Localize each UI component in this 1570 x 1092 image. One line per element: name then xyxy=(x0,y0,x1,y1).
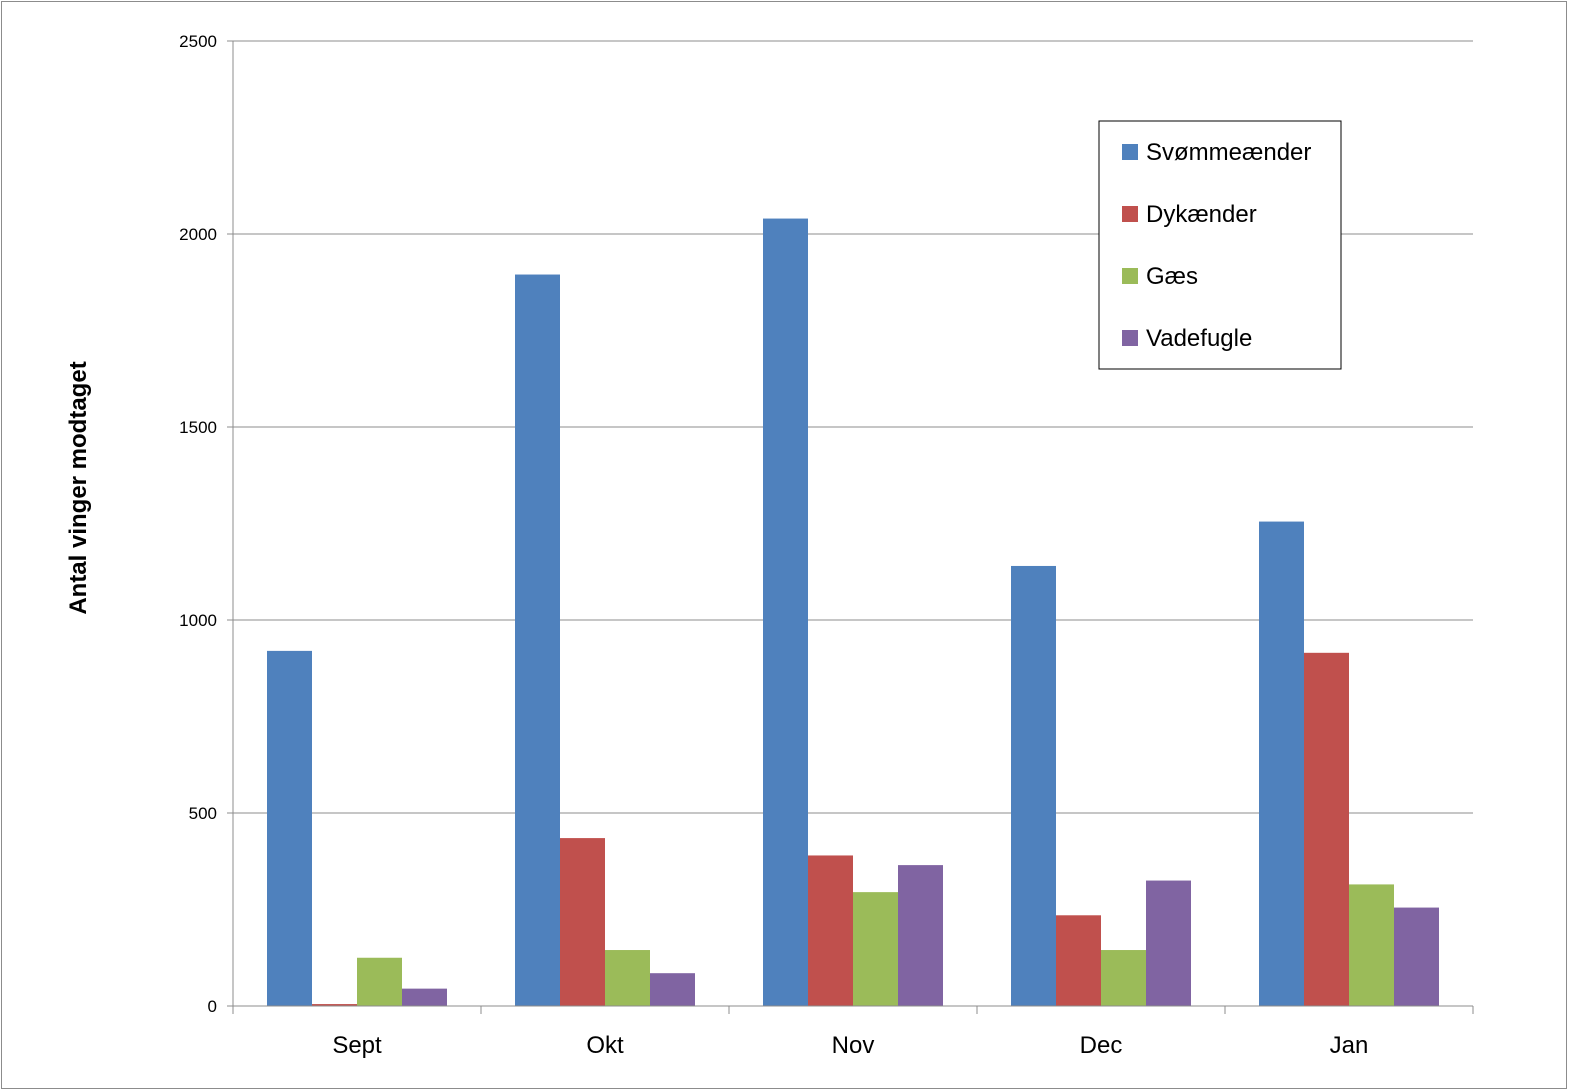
y-tick-label: 2000 xyxy=(179,225,217,244)
bar-vadefugle-jan xyxy=(1394,907,1439,1006)
y-tick-label: 2500 xyxy=(179,32,217,51)
x-category-label: Sept xyxy=(332,1032,382,1059)
x-category-labels: Sept Okt Nov Dec Jan xyxy=(332,1032,1368,1059)
y-tick-label: 1000 xyxy=(179,611,217,630)
bar-svømmeænder-nov xyxy=(763,218,808,1006)
x-category-label: Jan xyxy=(1330,1032,1369,1059)
y-axis-label: Antal vinger modtaget xyxy=(65,361,92,614)
bar-gæs-nov xyxy=(853,892,898,1006)
bar-dykænder-nov xyxy=(808,855,853,1006)
x-category-label: Nov xyxy=(832,1032,875,1059)
bars xyxy=(267,218,1439,1006)
legend-swatch xyxy=(1122,330,1138,346)
x-category-label: Dec xyxy=(1080,1032,1123,1059)
x-category-label: Okt xyxy=(586,1032,624,1059)
bar-dykænder-jan xyxy=(1304,652,1349,1006)
bar-vadefugle-nov xyxy=(898,865,943,1006)
bar-svømmeænder-dec xyxy=(1011,565,1056,1006)
legend-swatch xyxy=(1122,144,1138,160)
y-tick-label: 500 xyxy=(189,804,217,823)
bar-svømmeænder-okt xyxy=(515,274,560,1006)
bar-gæs-okt xyxy=(605,950,650,1006)
bar-gæs-jan xyxy=(1349,884,1394,1006)
bar-vadefugle-dec xyxy=(1146,880,1191,1006)
legend-swatch xyxy=(1122,206,1138,222)
bar-gæs-dec xyxy=(1101,950,1146,1006)
legend-entry: Vadefugle xyxy=(1146,325,1252,352)
bar-gæs-sept xyxy=(357,957,402,1006)
legend-entry: Gæs xyxy=(1146,263,1198,290)
bar-dykænder-sept xyxy=(312,1004,357,1006)
axes xyxy=(232,41,1474,1014)
y-tick-label: 0 xyxy=(208,997,217,1016)
bar-vadefugle-sept xyxy=(402,988,447,1006)
y-tick-labels: 0 500 1000 1500 2000 2500 xyxy=(179,32,217,1016)
legend-swatch xyxy=(1122,268,1138,284)
legend-entry: Svømmeænder xyxy=(1146,139,1311,166)
bar-dykænder-dec xyxy=(1056,915,1101,1006)
bar-svømmeænder-sept xyxy=(267,650,312,1006)
bar-dykænder-okt xyxy=(560,838,605,1006)
bar-vadefugle-okt xyxy=(650,973,695,1006)
legend: Svømmeænder Dykænder Gæs Vadefugle xyxy=(1098,120,1342,370)
bar-svømmeænder-jan xyxy=(1259,521,1304,1006)
legend-entry: Dykænder xyxy=(1146,201,1257,228)
y-tick-label: 1500 xyxy=(179,418,217,437)
legend-box xyxy=(1098,120,1342,370)
